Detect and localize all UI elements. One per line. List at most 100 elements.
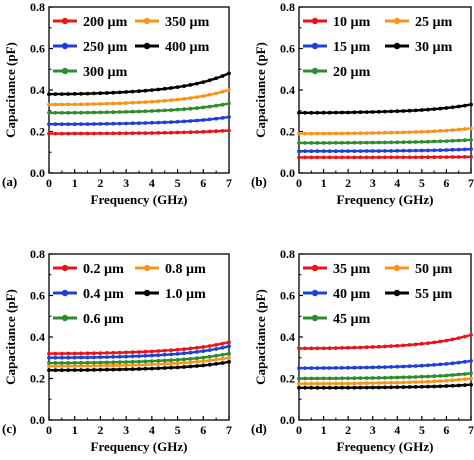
data-point — [47, 351, 51, 356]
x-tick-label: 2 — [97, 423, 103, 437]
data-point — [401, 140, 406, 145]
x-tick-label: 3 — [123, 423, 129, 437]
data-point — [214, 343, 219, 347]
data-point — [346, 140, 350, 145]
data-point — [383, 155, 387, 160]
data-point — [117, 367, 122, 372]
data-point — [66, 122, 71, 127]
data-point — [117, 121, 122, 126]
data-point — [450, 147, 455, 152]
data-point — [401, 109, 406, 113]
y-axis-label: Capacitance (pF) — [3, 289, 18, 385]
data-point — [469, 154, 473, 159]
data-point — [124, 363, 128, 368]
data-point — [188, 119, 193, 123]
data-point — [438, 362, 443, 367]
data-point — [214, 103, 219, 108]
data-point — [309, 366, 314, 370]
data-point — [340, 346, 344, 350]
data-point — [60, 361, 64, 365]
chart-panel-3: 0 1 2 3 4 5 6 7 0.0 0.2 0.4 0.6 0.8 Frequency (GHz) Ca… — [2, 247, 232, 454]
data-point — [188, 360, 193, 365]
legend-label: 0.8 µm — [165, 262, 206, 277]
y-tick-label: 0.0 — [30, 413, 45, 427]
data-point — [207, 78, 212, 83]
data-point — [85, 351, 90, 356]
data-point — [214, 362, 219, 366]
data-point — [207, 104, 212, 109]
data-point — [214, 347, 219, 351]
data-point — [201, 94, 206, 98]
data-point — [401, 375, 406, 380]
data-point — [53, 92, 58, 96]
data-point — [383, 385, 387, 390]
data-point — [201, 345, 206, 349]
data-point — [137, 100, 141, 105]
legend-marker — [393, 17, 401, 25]
data-point — [321, 346, 326, 351]
data-point — [143, 100, 148, 104]
data-point — [444, 384, 449, 388]
data-point — [169, 361, 174, 366]
data-point — [79, 355, 83, 360]
data-point — [124, 360, 128, 364]
data-point — [444, 362, 449, 366]
data-point — [66, 110, 71, 115]
legend-marker — [311, 17, 319, 25]
data-point — [98, 122, 103, 126]
data-point — [346, 155, 350, 160]
data-point — [182, 107, 186, 112]
x-tick-label: 1 — [72, 176, 78, 190]
data-point — [346, 131, 350, 136]
data-point — [358, 365, 363, 370]
data-point — [309, 376, 314, 381]
data-point — [413, 364, 418, 368]
legend-item: 15 µm — [303, 40, 371, 55]
data-point — [340, 155, 344, 160]
legend-marker — [311, 289, 319, 297]
data-point — [315, 131, 320, 136]
data-point — [105, 131, 109, 136]
data-point — [124, 121, 128, 126]
x-tick-label: 6 — [200, 176, 206, 190]
data-point — [309, 110, 314, 115]
data-point — [92, 131, 96, 136]
data-point — [340, 149, 344, 154]
data-point — [383, 149, 387, 153]
data-point — [92, 351, 96, 356]
data-point — [98, 110, 103, 115]
data-point — [156, 131, 161, 135]
data-point — [53, 131, 58, 136]
data-point — [214, 357, 219, 362]
data-point — [340, 366, 344, 370]
data-point — [201, 349, 206, 353]
data-point — [456, 336, 461, 340]
data-point — [389, 344, 393, 348]
data-point — [220, 361, 225, 365]
x-tick-label: 4 — [394, 176, 400, 190]
y-tick-label: 0.2 — [30, 125, 45, 139]
data-point — [432, 340, 436, 345]
data-point — [315, 155, 320, 160]
data-point — [175, 352, 180, 356]
data-point — [370, 149, 375, 153]
data-point — [195, 118, 199, 123]
data-point — [432, 107, 436, 111]
data-point — [188, 350, 193, 355]
data-point — [469, 102, 473, 107]
data-point — [395, 375, 400, 380]
data-point — [92, 122, 96, 126]
data-point — [195, 95, 199, 99]
data-point — [407, 148, 412, 153]
legend: 200 µm 350 µm 250 µm 400 µm 300 µm — [53, 15, 210, 80]
x-tick-label: 7 — [468, 423, 474, 437]
series-4 — [47, 360, 231, 373]
data-point — [124, 131, 128, 136]
data-point — [130, 354, 135, 359]
data-point — [143, 88, 148, 93]
data-point — [182, 365, 186, 369]
data-point — [195, 364, 199, 368]
data-point — [105, 110, 109, 115]
data-point — [79, 351, 83, 356]
data-point — [53, 355, 58, 360]
